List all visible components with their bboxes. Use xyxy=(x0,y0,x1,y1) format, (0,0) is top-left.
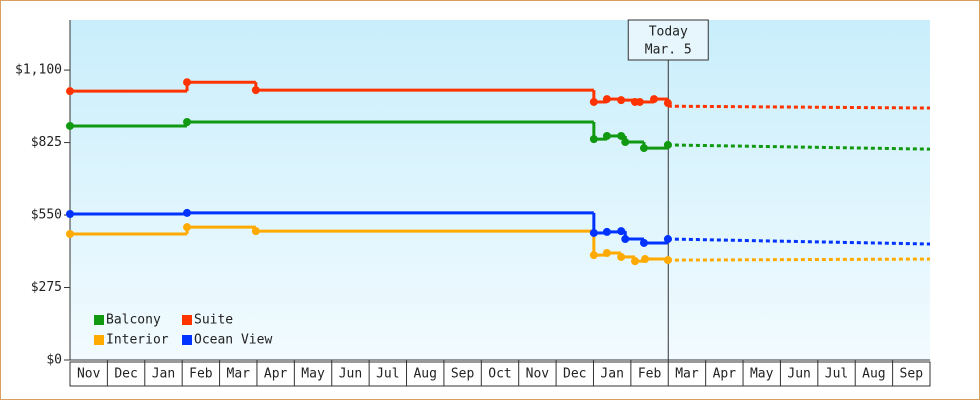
y-tick-label: $825 xyxy=(31,135,62,150)
forecast-line xyxy=(667,104,931,110)
x-tick-label: May xyxy=(301,367,325,382)
x-tick-label: Jul xyxy=(376,367,399,382)
x-tick-label: Jun xyxy=(339,367,362,382)
forecast-line xyxy=(667,237,931,246)
x-tick-label: Jun xyxy=(787,367,810,382)
y-tick-label: $1,100 xyxy=(15,63,62,78)
x-tick-label: Apr xyxy=(713,367,737,382)
x-tick-label: Jul xyxy=(825,367,848,382)
legend-label: Interior xyxy=(106,333,169,348)
today-label: Today xyxy=(649,25,688,40)
y-tick-label: $550 xyxy=(31,208,62,223)
x-tick-label: Aug xyxy=(413,367,436,382)
x-tick-label: Oct xyxy=(488,367,511,382)
x-tick-label: Mar xyxy=(675,367,699,382)
x-tick-label: Jan xyxy=(600,367,623,382)
x-tick-label: Sep xyxy=(451,367,475,382)
x-tick-label: Jan xyxy=(152,367,175,382)
x-tick-label: Mar xyxy=(227,367,251,382)
legend-swatch xyxy=(182,315,192,325)
x-tick-label: Nov xyxy=(526,367,550,382)
plot-area xyxy=(70,20,930,360)
x-tick-label: Dec xyxy=(114,367,137,382)
legend-label: Ocean View xyxy=(194,333,272,348)
forecast-line xyxy=(667,143,931,151)
x-tick-label: May xyxy=(750,367,774,382)
x-tick-label: Aug xyxy=(862,367,885,382)
y-tick-label: $0 xyxy=(46,353,62,368)
legend-swatch xyxy=(94,315,104,325)
x-tick-label: Feb xyxy=(638,367,662,382)
forecast-line xyxy=(667,257,931,262)
y-tick-label: $275 xyxy=(31,280,62,295)
legend-swatch xyxy=(94,335,104,345)
legend-swatch xyxy=(182,335,192,345)
x-tick-label: Dec xyxy=(563,367,586,382)
x-axis-band xyxy=(69,361,931,387)
x-tick-label: Sep xyxy=(900,367,924,382)
today-box xyxy=(627,19,709,61)
x-tick-label: Apr xyxy=(264,367,288,382)
legend-label: Balcony xyxy=(106,313,161,328)
x-tick-label: Feb xyxy=(189,367,213,382)
legend-label: Suite xyxy=(194,313,233,328)
x-tick-label: Nov xyxy=(77,367,101,382)
today-label: Mar. 5 xyxy=(645,43,692,58)
